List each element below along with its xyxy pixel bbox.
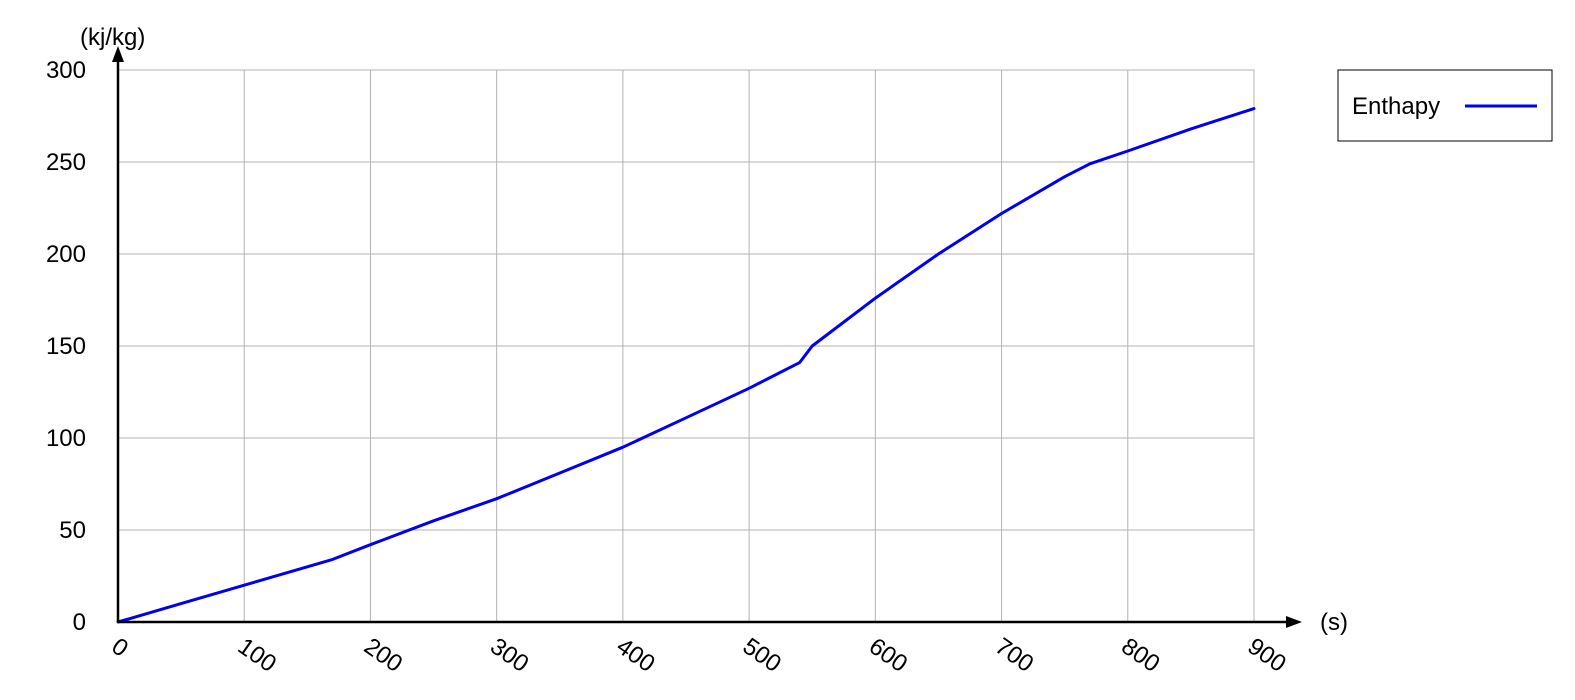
x-tick-label: 600 — [864, 633, 912, 678]
y-tick-label: 300 — [46, 57, 86, 84]
x-tick-label: 800 — [1116, 633, 1164, 678]
y-tick-label: 100 — [46, 425, 86, 452]
legend-label-enthapy: Enthapy — [1352, 93, 1440, 120]
y-tick-label: 250 — [46, 149, 86, 176]
legend: Enthapy — [1337, 69, 1553, 142]
series-layer — [116, 107, 1256, 624]
series-line-0 — [116, 107, 1256, 624]
x-tick-label: 500 — [738, 633, 786, 678]
y-tick-label: 200 — [46, 241, 86, 268]
y-axis-label: (kj/kg) — [80, 24, 145, 51]
grid — [118, 70, 1254, 622]
x-axis-arrow-icon — [1286, 616, 1302, 628]
x-tick-label: 0 — [107, 633, 133, 663]
x-tick-label: 100 — [233, 633, 281, 678]
x-tick-label: 300 — [485, 633, 533, 678]
x-axis-label: (s) — [1320, 609, 1348, 636]
x-tick-label: 700 — [990, 633, 1038, 678]
tick-labels: 0 50 100 150 200 250 300 0 100 200 300 400 500 600 700… — [46, 57, 1291, 678]
axes — [112, 46, 1302, 628]
y-tick-label: 150 — [46, 333, 86, 360]
x-tick-label: 400 — [611, 633, 659, 678]
x-tick-label: 200 — [359, 633, 407, 678]
y-tick-label: 0 — [73, 609, 86, 636]
x-tick-label: 900 — [1243, 633, 1291, 678]
y-axis-arrow-icon — [112, 46, 124, 62]
y-tick-label: 50 — [59, 517, 86, 544]
